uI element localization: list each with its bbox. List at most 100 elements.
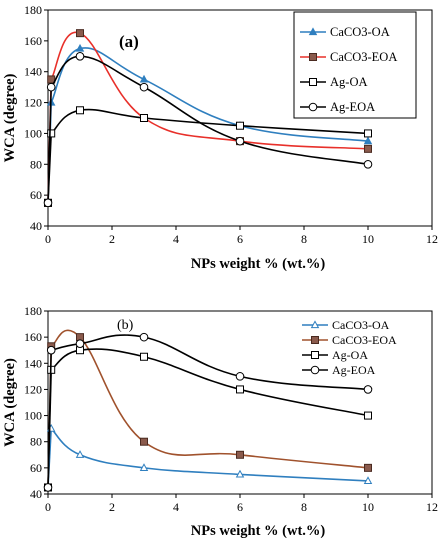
- y-tick-label: 80: [30, 157, 42, 171]
- legend-marker: [311, 336, 319, 344]
- y-tick-label: 140: [24, 65, 42, 79]
- legend-marker: [308, 27, 318, 36]
- chart-panel-a: 40 60 80 100 120 140 160 180 0 2 4 6 8 10 12 NPs weight…: [2, 3, 438, 272]
- data-point: [364, 129, 372, 138]
- x-axis-label: NPs weight % (wt.%): [191, 256, 326, 272]
- data-point: [75, 450, 85, 458]
- data-point: [139, 82, 149, 92]
- series-line-start: [47, 350, 52, 488]
- x-tick-label: 2: [109, 232, 115, 246]
- y-tick-label: 100: [24, 409, 42, 423]
- y-tick-label: 80: [30, 435, 42, 449]
- data-point: [236, 121, 244, 130]
- y-axis-label: WCA (degree): [2, 73, 18, 162]
- x-tick-label: 2: [109, 500, 115, 514]
- data-point: [235, 372, 245, 381]
- data-point: [364, 144, 372, 153]
- series-ag-eoa: [43, 332, 373, 492]
- y-tick-label: 120: [24, 382, 42, 396]
- x-tick-label: 10: [362, 232, 374, 246]
- series-line: [50, 348, 369, 417]
- series-line: [50, 47, 369, 142]
- x-axis-label: NPs weight % (wt.%): [191, 523, 326, 539]
- y-tick-label: 60: [30, 461, 42, 475]
- x-tick-label: 6: [237, 232, 243, 246]
- x-tick-label: 0: [45, 500, 51, 514]
- data-point: [76, 106, 84, 115]
- series-line: [51, 334, 369, 391]
- series-line: [50, 31, 369, 150]
- y-tick-label: 160: [24, 34, 42, 48]
- chart-panel-b: 40 60 80 100 120 140 160 180 0 2 4 6 8 10 12 NPs weight…: [2, 304, 438, 539]
- data-point: [76, 29, 84, 38]
- x-tick-label: 8: [301, 500, 307, 514]
- data-point: [363, 159, 373, 169]
- panel-label: (a): [119, 32, 139, 51]
- legend-marker: [309, 78, 317, 86]
- data-point: [364, 411, 372, 420]
- data-point: [363, 136, 373, 145]
- x-tick-label: 6: [237, 500, 243, 514]
- data-point: [139, 74, 149, 83]
- data-point: [235, 469, 245, 478]
- y-tick-label: 40: [30, 219, 42, 233]
- data-point: [75, 43, 85, 52]
- data-point: [75, 339, 85, 348]
- legend-marker: [309, 53, 317, 61]
- data-point: [43, 483, 53, 492]
- legend-label: Ag-OA: [330, 75, 368, 89]
- legend: CaCO3-OA CaCO3-EOA Ag-OA Ag-EOA: [293, 11, 417, 119]
- series-line: [50, 55, 369, 166]
- legend-label: CaCO3-EOA: [330, 50, 397, 64]
- panel-label: (b): [117, 318, 134, 333]
- series-line-start: [47, 87, 52, 203]
- data-point: [139, 332, 149, 342]
- data-point: [46, 345, 56, 355]
- data-point: [140, 437, 148, 446]
- data-point: [47, 129, 56, 138]
- x-tick-label: 4: [173, 232, 179, 246]
- series-caco3-oa: [43, 424, 373, 491]
- data-point: [140, 114, 148, 122]
- y-tick-label: 60: [30, 188, 42, 202]
- series-line: [50, 428, 369, 482]
- series-ag-oa: [44, 106, 372, 207]
- y-tick-label: 160: [24, 330, 42, 344]
- data-point: [46, 82, 56, 92]
- legend-label: Ag-OA: [332, 348, 368, 362]
- x-tick-label: 4: [173, 500, 179, 514]
- y-tick-label: 120: [24, 96, 42, 110]
- x-tick-label: 8: [301, 232, 307, 246]
- data-point: [236, 450, 244, 459]
- legend-marker: [308, 102, 318, 112]
- x-tick-label: 10: [362, 500, 374, 514]
- y-tick-label: 100: [24, 126, 42, 140]
- data-point: [364, 463, 372, 472]
- data-point: [75, 51, 85, 61]
- legend-label: Ag-EOA: [330, 100, 375, 114]
- legend-label: CaCO3-OA: [330, 25, 390, 39]
- legend-label: CaCO3-OA: [332, 318, 390, 332]
- y-axis-label: WCA (degree): [2, 358, 18, 447]
- legend-label: CaCO3-EOA: [332, 333, 397, 347]
- legend-label: Ag-EOA: [332, 363, 376, 377]
- series-ag-eoa: [43, 51, 373, 208]
- data-point: [235, 136, 245, 146]
- y-tick-label: 180: [24, 3, 42, 17]
- data-point: [363, 476, 373, 485]
- data-point: [363, 385, 373, 394]
- x-tick-label: 0: [45, 232, 51, 246]
- x-tick-label: 12: [426, 232, 438, 246]
- legend-box: [293, 11, 417, 119]
- y-tick-label: 180: [24, 304, 42, 318]
- x-tick-label: 12: [426, 500, 438, 514]
- data-point: [43, 198, 53, 208]
- data-point: [139, 463, 149, 471]
- data-point: [140, 352, 148, 361]
- y-tick-label: 40: [30, 487, 42, 501]
- series-line: [50, 108, 369, 135]
- y-tick-label: 140: [24, 356, 42, 370]
